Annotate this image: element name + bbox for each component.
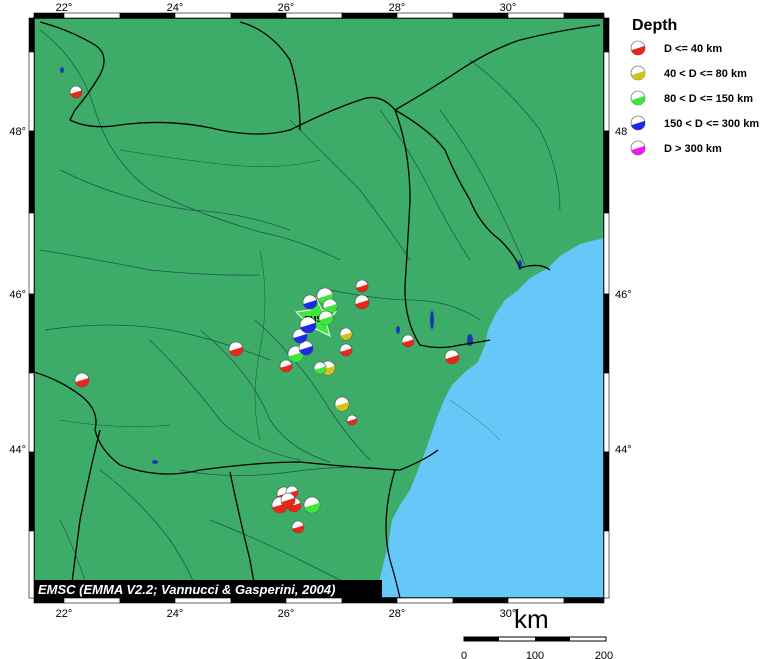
lon-label-bottom: 26° (278, 608, 295, 620)
earthquake-marker (318, 310, 334, 326)
scale-bar-segment (535, 637, 570, 641)
legend-label: 40 < D <= 80 km (664, 68, 747, 80)
legend-background (628, 40, 772, 160)
earthquake-marker (346, 414, 358, 426)
legend-symbol (630, 90, 646, 106)
earthquake-marker (280, 492, 296, 508)
longitude-labels-top: 22° 24° 26° 28° 30° (56, 2, 517, 14)
lat-label-right: 46° (615, 289, 632, 301)
lon-label-top: 30° (500, 2, 517, 14)
map-frame (28, 12, 610, 604)
lon-label-bottom: 28° (389, 608, 406, 620)
scale-bar: km 0 100 200 (461, 604, 613, 659)
legend-label: D > 300 km (664, 143, 722, 155)
lon-label-top: 24° (167, 2, 184, 14)
earthquake-marker (298, 340, 314, 356)
depth-legend: Depth D <= 40 km 40 < D <= 80 km 80 < D <=… (628, 17, 772, 160)
country-borders (34, 21, 601, 598)
earthquake-marker (279, 359, 293, 373)
earthquake-marker (322, 298, 338, 314)
latitude-labels-left: 48° 46° 44° (9, 126, 26, 456)
scale-label-0: 0 (461, 650, 467, 659)
legend-label: D <= 40 km (664, 43, 722, 55)
scale-label-100: 100 (526, 650, 544, 659)
legend-label: 150 < D <= 300 km (664, 118, 759, 130)
lat-label-right: 48° (615, 126, 632, 138)
legend-symbol (630, 140, 646, 156)
scale-label-200: 200 (595, 650, 613, 659)
lon-label-top: 22° (56, 2, 73, 14)
latitude-labels-right: 48° 46° 44° (615, 126, 632, 456)
lon-label-bottom: 24° (167, 608, 184, 620)
earthquake-marker (292, 328, 308, 344)
scale-bar-segment (464, 637, 499, 641)
black-sea (375, 238, 604, 598)
lat-label-right: 44° (615, 444, 632, 456)
regional-boundaries (59, 149, 501, 441)
earthquake-marker (302, 294, 318, 310)
earthquake-marker (313, 361, 327, 375)
lon-label-top: 28° (389, 2, 406, 14)
legend-symbol (630, 65, 646, 81)
earthquake-marker (339, 343, 353, 357)
earthquake-marker (401, 334, 415, 348)
longitude-labels-bottom: 22° 24° 26° 28° 30° (56, 608, 517, 620)
earthquake-marker (228, 341, 244, 357)
legend-symbol (630, 40, 646, 56)
river-network (39, 29, 561, 598)
earthquake-marker (299, 316, 317, 334)
earthquake-marker (74, 372, 90, 388)
credit-text: EMSC (EMMA V2.2; Vannucci & Gasperini, 2… (38, 582, 335, 597)
earthquake-marker (334, 396, 350, 412)
lon-label-bottom: 30° (500, 608, 517, 620)
legend-label: 80 < D <= 150 km (664, 93, 753, 105)
lon-label-bottom: 22° (56, 608, 73, 620)
earthquake-marker (69, 85, 83, 99)
earthquake-marker (444, 349, 460, 365)
lat-label-left: 48° (9, 126, 26, 138)
earthquake-marker (291, 520, 305, 534)
lakes (60, 67, 522, 464)
legend-symbol (630, 115, 646, 131)
scale-unit: km (514, 604, 549, 634)
legend-title: Depth (632, 17, 677, 34)
earthquake-events (69, 85, 460, 534)
earthquake-marker (355, 279, 369, 293)
earthquake-marker (354, 294, 370, 310)
lat-label-left: 44° (9, 444, 26, 456)
credit-bar (34, 580, 382, 598)
lon-label-top: 26° (278, 2, 295, 14)
emsc-marker-label: EMSC (304, 315, 327, 324)
lat-label-left: 46° (9, 289, 26, 301)
earthquake-marker (303, 496, 321, 514)
earthquake-marker (339, 327, 353, 341)
